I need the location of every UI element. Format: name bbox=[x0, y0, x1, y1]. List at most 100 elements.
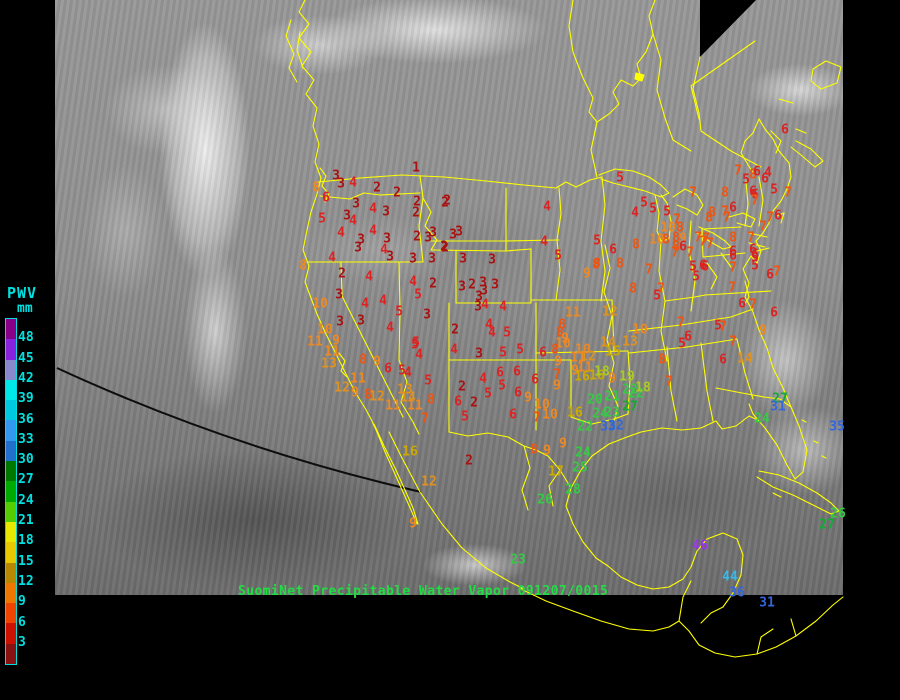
pwv-station-value: 3 bbox=[357, 232, 365, 248]
pwv-station-value: 6 bbox=[749, 184, 757, 200]
pwv-station-value: 8 bbox=[662, 232, 670, 248]
legend-tick-label: 42 bbox=[18, 370, 34, 386]
pwv-station-value: 6 bbox=[738, 296, 746, 312]
pwv-station-value: 27 bbox=[772, 391, 788, 407]
pwv-station-value: 5 bbox=[593, 233, 601, 249]
legend-color-segment bbox=[6, 359, 16, 380]
pwv-station-value: 2 bbox=[443, 193, 451, 209]
pwv-station-value: 6 bbox=[729, 244, 737, 260]
pwv-station-value: 5 bbox=[714, 318, 722, 334]
pwv-station-value: 6 bbox=[753, 164, 761, 180]
pwv-station-value: 2 bbox=[441, 195, 449, 211]
pwv-station-value: 8 bbox=[551, 342, 559, 358]
pwv-station-value: 7 bbox=[645, 262, 653, 278]
pwv-station-value: 35 bbox=[829, 419, 845, 435]
pwv-station-value: 7 bbox=[421, 411, 429, 427]
pwv-station-value: 5 bbox=[678, 336, 686, 352]
pwv-station-value: 5 bbox=[395, 304, 403, 320]
pwv-station-value: 4 bbox=[379, 293, 387, 309]
pwv-station-value: 7 bbox=[671, 245, 679, 261]
pwv-station-value: 5 bbox=[318, 211, 326, 227]
pwv-station-value: 7 bbox=[665, 374, 673, 390]
pwv-station-value: 2 bbox=[413, 229, 421, 245]
pwv-station-value: 6 bbox=[531, 372, 539, 388]
legend-color-segment bbox=[6, 400, 16, 421]
legend-color-segment bbox=[6, 461, 16, 482]
pwv-station-value: 5 bbox=[499, 345, 507, 361]
pwv-station-value: 10 bbox=[534, 397, 550, 413]
legend-color-segment bbox=[6, 562, 16, 583]
scan-edge-line bbox=[56, 367, 422, 493]
pwv-station-value: 9 bbox=[332, 333, 340, 349]
pwv-station-value: 27 bbox=[819, 517, 835, 533]
pwv-station-value: 7 bbox=[729, 334, 737, 350]
pwv-station-value: 12 bbox=[334, 380, 350, 396]
pwv-station-value: 2 bbox=[470, 395, 478, 411]
legend-tick-label: 30 bbox=[18, 452, 34, 468]
pwv-station-value: 3 bbox=[335, 287, 343, 303]
pwv-station-value: 3 bbox=[354, 240, 362, 256]
legend-tick-label: 45 bbox=[18, 350, 34, 366]
legend-tick-label: 18 bbox=[18, 533, 34, 549]
legend-color-segment bbox=[6, 339, 16, 360]
pwv-station-value: 3 bbox=[352, 196, 360, 212]
pwv-station-value: 8 bbox=[632, 237, 640, 253]
pwv-station-value: 11 bbox=[565, 305, 581, 321]
pwv-station-value: 5 bbox=[503, 325, 511, 341]
pwv-station-value: 9 bbox=[373, 354, 381, 370]
pwv-station-value: 4 bbox=[369, 223, 377, 239]
pwv-station-value: 9 bbox=[409, 516, 417, 532]
legend-tick-label: 24 bbox=[18, 492, 34, 508]
pwv-station-value: 6 bbox=[729, 200, 737, 216]
pwv-station-value: 4 bbox=[349, 175, 357, 191]
legend-tick-label: 27 bbox=[18, 472, 34, 488]
pwv-station-value: 6 bbox=[539, 345, 547, 361]
pwv-station-value: 6 bbox=[766, 267, 774, 283]
pwv-station-value: 7 bbox=[689, 185, 697, 201]
pwv-station-value: 3 bbox=[409, 251, 417, 267]
pwv-station-value: 11 bbox=[350, 371, 366, 387]
legend-tick-label: 39 bbox=[18, 391, 34, 407]
pwv-station-value: 12 bbox=[421, 474, 437, 490]
pwv-station-value: 4 bbox=[450, 342, 458, 358]
pwv-station-value: 8 bbox=[364, 387, 372, 403]
pwv-station-value: 6 bbox=[774, 208, 782, 224]
pwv-station-value: 7 bbox=[673, 212, 681, 228]
pwv-station-value: 5 bbox=[414, 287, 422, 303]
pwv-station-value: 12 bbox=[602, 304, 618, 320]
legend-color-segment bbox=[6, 481, 16, 502]
pwv-station-value: 3 bbox=[383, 231, 391, 247]
pwv-station-value: 5 bbox=[770, 182, 778, 198]
pwv-station-value: 4 bbox=[764, 165, 772, 181]
pwv-station-value: 6 bbox=[609, 242, 617, 258]
pwv-station-value: 16 bbox=[402, 444, 418, 460]
pwv-station-value: 6 bbox=[509, 407, 517, 423]
pwv-station-value: 24 bbox=[592, 406, 608, 422]
pwv-station-value: 7 bbox=[759, 219, 767, 235]
legend-color-segment bbox=[6, 521, 16, 543]
pwv-station-value: 7 bbox=[719, 319, 727, 335]
pwv-station-value: 16 bbox=[589, 368, 605, 384]
pwv-station-value: 10 bbox=[660, 220, 676, 236]
pwv-station-value: 4 bbox=[481, 297, 489, 313]
pwv-station-value: 12 bbox=[580, 349, 596, 365]
pwv-station-value: 23 bbox=[604, 405, 620, 421]
pwv-station-value: 3 bbox=[424, 230, 432, 246]
pwv-station-value: 7 bbox=[773, 264, 781, 280]
pwv-station-value: 7 bbox=[694, 230, 702, 246]
pwv-station-value: 10 bbox=[649, 232, 665, 248]
pwv-station-value: 2 bbox=[413, 194, 421, 210]
pwv-station-value: 46 bbox=[692, 538, 708, 554]
satellite-image bbox=[55, 0, 843, 595]
pwv-station-value: 3 bbox=[386, 249, 394, 265]
pwv-station-value: 11 bbox=[407, 398, 423, 414]
legend-tick-label: 33 bbox=[18, 431, 34, 447]
pwv-station-value: 28 bbox=[565, 482, 581, 498]
pwv-station-value: 24 bbox=[575, 445, 591, 461]
pwv-station-value: 4 bbox=[415, 347, 423, 363]
pwv-station-value: 2 bbox=[393, 185, 401, 201]
pwv-station-value: 8 bbox=[593, 256, 601, 272]
pwv-station-value: 5 bbox=[653, 288, 661, 304]
pwv-station-value: 9 bbox=[524, 390, 532, 406]
